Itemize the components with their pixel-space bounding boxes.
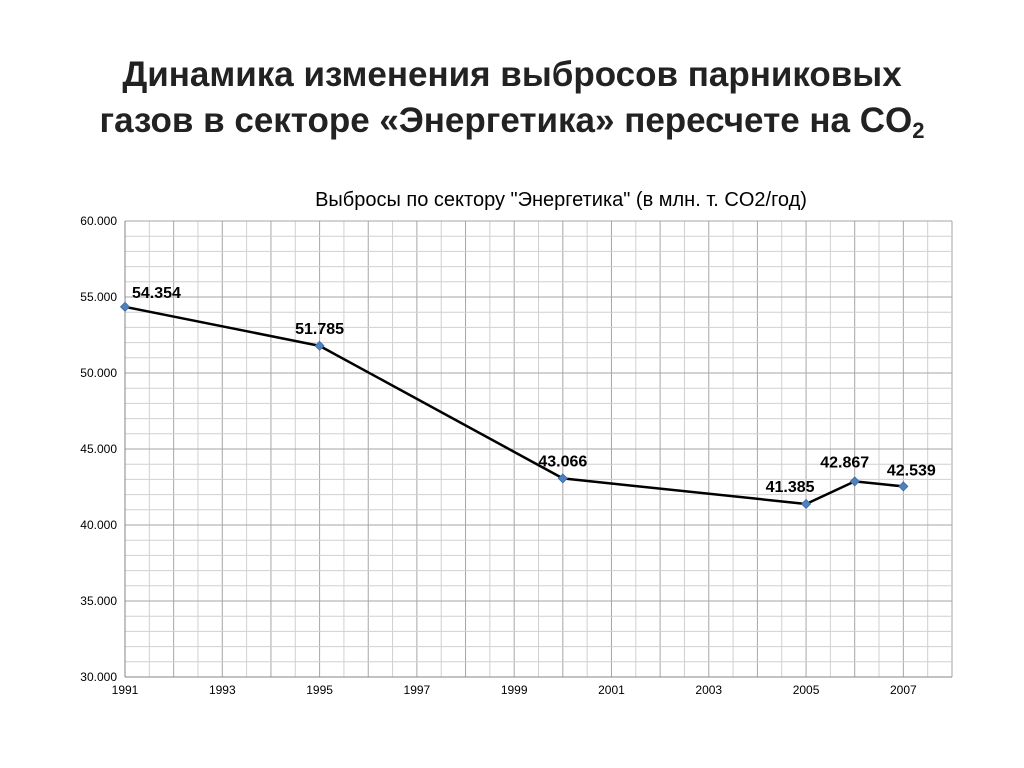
data-point-marker [849, 476, 860, 487]
x-tick-label: 2001 [598, 683, 625, 697]
data-point-marker [557, 473, 568, 484]
chart-tick-labels: 30.000 35.000 40.000 45.000 50.000 55.000 60.0… [80, 214, 917, 697]
data-point-marker [800, 498, 812, 510]
slide-title-line-2: газов в секторе «Энергетика» пересчете н… [0, 98, 1024, 144]
chart-data-labels: 54.354 51.785 43.066 41.385 42.867 42.539 [132, 285, 936, 496]
x-tick-label: 1993 [209, 683, 236, 697]
data-label: 51.785 [295, 321, 344, 338]
slide-title-line-1: Динамика изменения выбросов парниковых [122, 55, 902, 94]
data-label: 54.354 [132, 285, 181, 302]
x-tick-label: 1997 [404, 683, 431, 697]
x-tick-label: 2007 [890, 683, 917, 697]
data-label: 42.539 [887, 462, 936, 479]
y-tick-label: 60.000 [80, 214, 117, 228]
x-tick-label: 1999 [501, 683, 528, 697]
chart-series [119, 301, 909, 510]
slide-title-subscript: 2 [912, 118, 925, 143]
y-tick-label: 30.000 [80, 670, 117, 684]
data-label: 43.066 [538, 453, 587, 470]
chart-title: Выбросы по сектору "Энергетика" (в млн. … [315, 189, 807, 211]
slide-title-line-2-text: газов в секторе «Энергетика» пересчете н… [99, 101, 913, 140]
data-point-marker [119, 301, 131, 312]
x-tick-label: 1991 [112, 683, 139, 697]
data-label: 41.385 [766, 479, 815, 496]
x-tick-label: 2005 [793, 683, 820, 697]
chart-axes [124, 221, 952, 678]
chart-gridlines [124, 220, 953, 678]
data-point-marker [898, 481, 909, 492]
slide-title: Динамика изменения выбросов парниковых г… [0, 52, 1024, 144]
y-tick-label: 35.000 [80, 594, 117, 608]
x-tick-label: 2003 [695, 683, 722, 697]
y-tick-label: 40.000 [80, 518, 117, 532]
series-line [124, 305, 904, 506]
data-point-marker [314, 340, 325, 351]
data-label: 42.867 [820, 454, 869, 471]
y-tick-label: 55.000 [80, 290, 117, 304]
y-tick-label: 45.000 [80, 442, 117, 456]
x-tick-label: 1995 [306, 683, 333, 697]
y-tick-label: 50.000 [80, 366, 117, 380]
